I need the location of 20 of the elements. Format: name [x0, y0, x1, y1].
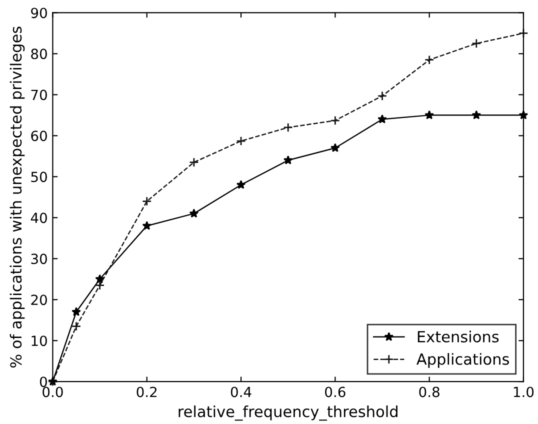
y-tick-label: 40	[30, 212, 47, 224]
y-tick-label: 60	[31, 130, 47, 142]
x-tick-label: 0.8	[419, 386, 440, 398]
y-tick-label: 20	[31, 294, 47, 306]
y-tick-label: 80	[31, 48, 47, 60]
x-axis-title: relative_frequency_threshold	[178, 405, 398, 421]
x-tick-label: 0.2	[136, 386, 157, 398]
legend-label: Extensions	[418, 330, 499, 342]
y-tick-label: 10	[32, 336, 47, 346]
y-tick-label: 90	[31, 8, 47, 18]
x-tick-label: 0.4	[230, 386, 252, 398]
x-tick-label: 1.0	[514, 386, 534, 398]
y-axis-title: % of applications with unexpected privileges	[10, 26, 25, 368]
x-tick-label: 0.6	[325, 386, 346, 398]
legend-label: Applications	[416, 353, 509, 368]
y-tick-label: 50	[31, 172, 47, 182]
y-tick-label: 0	[40, 376, 47, 388]
y-tick-label: 30	[31, 254, 47, 264]
y-tick-label: 70	[31, 90, 47, 100]
x-tick-label: 0.0	[42, 386, 63, 398]
